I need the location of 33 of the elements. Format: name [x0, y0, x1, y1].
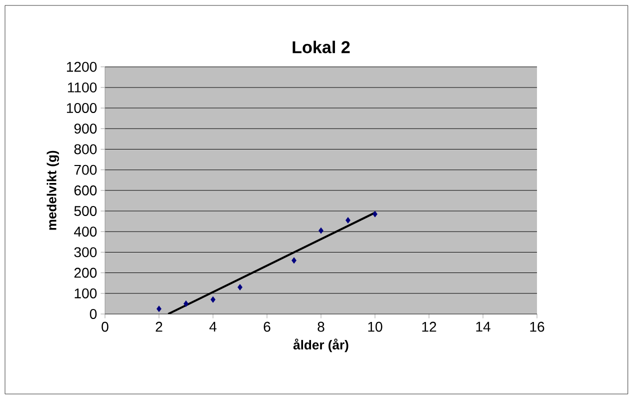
point	[210, 296, 216, 303]
x-tick-label: 2	[156, 322, 162, 332]
point	[372, 210, 378, 218]
x-tick-label: 6	[264, 322, 270, 332]
y-tick-label: 800	[74, 144, 97, 154]
point	[318, 227, 324, 234]
x-tick-label: 10	[368, 322, 382, 332]
x-tick-label: 12	[422, 322, 436, 332]
y-axis-title: medelvikt (g)	[46, 150, 60, 230]
y-tick-label: 1000	[66, 103, 97, 114]
x-tick-label: 8	[318, 322, 324, 332]
y-tick-label: 1100	[68, 82, 97, 92]
x-tick-label: 4	[209, 322, 216, 332]
x-tick-label: 14	[476, 322, 490, 332]
y-tick-label: 700	[74, 164, 97, 175]
y-tick-label: 900	[74, 124, 97, 134]
y-tick-label: 300	[74, 247, 97, 258]
chart-title: Lokal 2	[292, 40, 350, 54]
point	[184, 300, 188, 307]
point	[346, 217, 350, 224]
y-tick-label: 400	[74, 226, 97, 237]
y-tick-label: 500	[74, 206, 97, 216]
y-tick-label: 200	[74, 268, 97, 278]
x-tick-label: 16	[530, 322, 544, 332]
point	[156, 306, 162, 312]
x-axis-title: ålder (år)	[293, 338, 348, 352]
y-tick-label: 0	[90, 309, 97, 319]
y-tick-label: 100	[74, 288, 97, 298]
point	[238, 284, 242, 290]
point	[292, 257, 296, 264]
y-tick-label: 1200	[66, 62, 97, 72]
x-tick-label: 0	[102, 322, 108, 332]
y-tick-label: 600	[74, 185, 97, 196]
